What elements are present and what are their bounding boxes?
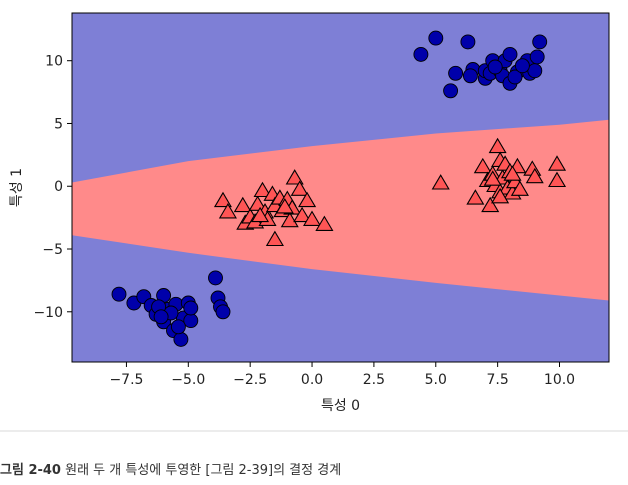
class-1-point	[548, 171, 567, 188]
class-1-point	[213, 191, 232, 208]
x-tick-label: 0.0	[301, 372, 323, 388]
decision-boundary-plot: −7.5 −5.0 −2.5 0.0 2.5 5.0 7.5 10.0 −10 −5 0 5 10 특성…	[9, 12, 610, 414]
x-tick-label: −5.0	[171, 372, 205, 388]
class-0-point	[215, 304, 231, 320]
plot-frame	[71, 12, 610, 363]
y-axis-label: 특성 1	[9, 168, 25, 207]
class-0-point	[460, 34, 476, 50]
class-1-point	[488, 137, 507, 154]
class-0-point	[532, 34, 548, 50]
class-0-point	[462, 68, 478, 84]
class-1-point	[525, 167, 544, 184]
y-tick-label: 5	[54, 116, 63, 132]
class-1-point	[253, 181, 272, 198]
x-tick-label: 10.0	[544, 372, 575, 388]
class-1-point	[298, 191, 317, 208]
class-1-point	[466, 189, 485, 205]
class-0-point	[153, 309, 169, 325]
y-tick-label: −10	[33, 305, 63, 321]
class-1-point	[293, 206, 312, 223]
positive-class-region	[72, 119, 609, 301]
class-1-point	[251, 206, 270, 223]
class-0-point	[529, 49, 545, 65]
class-0-point	[428, 30, 444, 46]
x-tick-label: 2.5	[363, 372, 385, 388]
class-0-point	[448, 65, 464, 81]
class-0-point	[173, 331, 189, 347]
figure-card: −7.5 −5.0 −2.5 0.0 2.5 5.0 7.5 10.0 −10 −5 0 5 10 특성…	[9, 12, 610, 414]
class-0-point	[527, 63, 543, 79]
figure-caption: 그림 2-40 원래 두 개 특성에 투영한 [그림 2-39]의 결정 경계	[0, 459, 341, 478]
class-1-point	[248, 195, 267, 211]
class-1-point	[431, 174, 450, 190]
class-1-point	[265, 230, 284, 247]
class-1-point	[473, 157, 492, 174]
class-1-point	[233, 196, 252, 213]
class-1-point	[548, 155, 567, 171]
class-0-point	[514, 58, 530, 74]
class-1-point	[285, 169, 304, 185]
class-1-point	[280, 211, 299, 228]
class-0-point	[507, 69, 523, 85]
class-1-point	[483, 170, 502, 186]
class-1-point	[481, 196, 500, 213]
class-0-point	[443, 83, 459, 99]
class-0-point	[413, 46, 429, 62]
x-axis-label: 특성 0	[321, 398, 360, 414]
class-0-point	[487, 59, 503, 75]
class-1-point	[275, 198, 294, 214]
x-tick-label: −2.5	[233, 372, 267, 388]
caption-text: 원래 두 개 특성에 투영한 [그림 2-39]의 결정 경계	[65, 463, 342, 478]
figure-divider	[0, 430, 628, 432]
class-0-point	[111, 286, 127, 302]
class-0-point	[170, 319, 186, 335]
class-1-point	[290, 180, 309, 196]
y-tick-label: 10	[45, 54, 63, 70]
y-tick-label: −5	[42, 242, 63, 258]
class-1-point	[491, 187, 510, 204]
class-1-point	[510, 180, 529, 196]
class-1-point	[303, 210, 322, 226]
class-1-point	[503, 165, 522, 181]
class-0-point	[183, 313, 199, 329]
class-0-point	[502, 46, 518, 62]
x-tick-label: −7.5	[109, 372, 143, 388]
caption-figure-number: 그림 2-40	[0, 463, 61, 478]
x-tick-label: 7.5	[487, 372, 509, 388]
class-0-point	[208, 270, 223, 286]
class-1-point	[315, 215, 334, 231]
class-0-point	[183, 300, 199, 316]
x-tick-label: 5.0	[425, 372, 447, 388]
class-1-point	[218, 203, 237, 219]
y-tick-label: 0	[54, 179, 63, 195]
